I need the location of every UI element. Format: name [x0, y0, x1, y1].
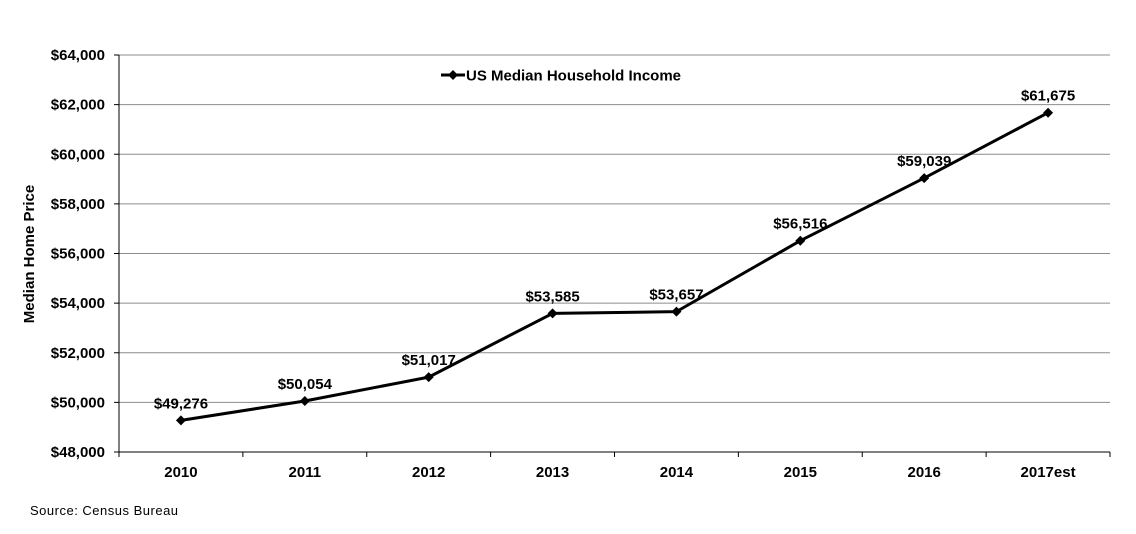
gridlines [119, 54, 1110, 453]
y-tick-label: $54,000 [51, 295, 105, 312]
y-tick-label: $50,000 [51, 394, 105, 411]
data-label: $50,054 [278, 376, 333, 393]
series-line [180, 111, 1049, 422]
x-tick-label: 2015 [784, 464, 817, 481]
x-tick-label: 2012 [412, 464, 445, 481]
legend-marker [448, 70, 458, 80]
data-label: $56,516 [773, 216, 827, 233]
line-chart: $48,000 $50,000 $52,000 $54,000 $56,000 $58,0… [21, 47, 1111, 481]
y-axis-label: Median Home Price [21, 185, 38, 323]
data-labels: $49,276 $50,054 $51,017 $53,585 $53,657 $56,5… [154, 88, 1075, 413]
data-point [671, 306, 682, 317]
data-label: $49,276 [154, 395, 208, 412]
y-tick-label: $52,000 [51, 345, 105, 362]
data-label: $59,039 [897, 153, 951, 170]
x-tick-label: 2014 [660, 464, 694, 481]
y-tick-label: $58,000 [51, 196, 105, 213]
y-axis: $48,000 $50,000 $52,000 $54,000 $56,000 $58,0… [51, 47, 120, 461]
data-label: $51,017 [402, 352, 456, 369]
legend: US Median Household Income [441, 68, 681, 85]
legend-label: US Median Household Income [466, 68, 681, 85]
y-tick-label: $56,000 [51, 246, 105, 263]
data-label: $53,585 [525, 288, 579, 305]
data-point [299, 396, 310, 407]
data-point [1043, 107, 1054, 118]
x-tick-label: 2011 [289, 464, 322, 481]
data-label: $61,675 [1021, 88, 1075, 105]
data-point [423, 372, 434, 383]
data-point [175, 415, 186, 426]
x-tick-label: 2017est [1021, 464, 1076, 481]
x-tick-label: 2016 [908, 464, 941, 481]
x-tick-label: 2010 [164, 464, 197, 481]
data-point [547, 308, 558, 319]
data-point [795, 235, 806, 246]
y-tick-label: $64,000 [51, 47, 105, 64]
x-axis: 2010 2011 2012 2013 2014 2015 2016 2017est [118, 451, 1111, 481]
data-point [919, 173, 930, 184]
x-tick-label: 2013 [536, 464, 569, 481]
data-label: $53,657 [649, 287, 703, 304]
source-note: Source: Census Bureau [30, 503, 179, 518]
y-tick-label: $48,000 [51, 444, 105, 461]
series-group [175, 107, 1054, 426]
y-tick-label: $62,000 [51, 97, 105, 114]
y-tick-label: $60,000 [51, 146, 105, 163]
